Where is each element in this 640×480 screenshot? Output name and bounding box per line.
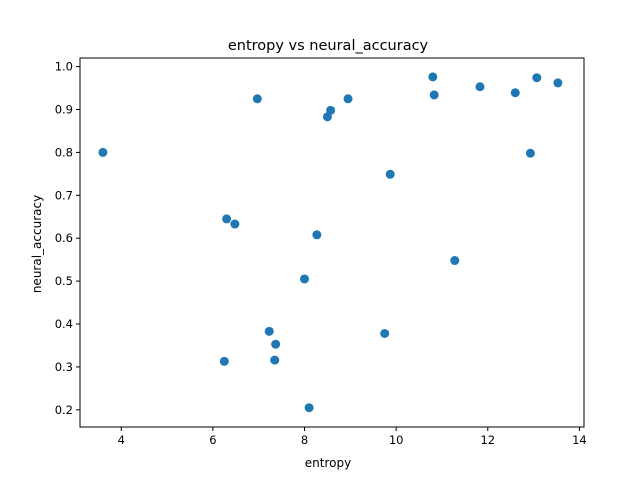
- y-tick-label: 0.7: [55, 188, 73, 202]
- y-tick-label: 0.3: [55, 360, 73, 374]
- data-point: [326, 105, 336, 115]
- x-tick-label: 14: [572, 433, 587, 447]
- data-point: [304, 403, 314, 413]
- data-point: [343, 94, 353, 104]
- x-axis-label: entropy: [305, 456, 351, 470]
- y-tick-label: 0.6: [55, 231, 73, 245]
- x-tick-label: 4: [118, 433, 125, 447]
- data-point: [532, 73, 542, 83]
- data-point: [429, 90, 439, 100]
- data-point: [230, 219, 240, 229]
- data-point: [270, 355, 280, 365]
- y-tick-label: 0.8: [55, 145, 73, 159]
- x-tick-label: 8: [301, 433, 308, 447]
- data-point: [219, 356, 229, 366]
- data-point: [510, 88, 520, 98]
- data-point: [450, 256, 460, 266]
- x-tick-label: 10: [389, 433, 404, 447]
- y-tick-label: 0.2: [55, 403, 73, 417]
- data-point: [428, 72, 438, 82]
- y-tick-label: 0.9: [55, 102, 73, 116]
- data-point: [553, 78, 563, 88]
- data-point: [98, 147, 108, 157]
- data-point: [222, 214, 232, 224]
- y-tick-label: 0.5: [55, 274, 73, 288]
- x-tick-label: 6: [209, 433, 216, 447]
- data-point: [312, 230, 322, 240]
- data-point: [300, 274, 310, 284]
- data-point: [525, 148, 535, 158]
- plot-frame: [79, 57, 585, 428]
- data-point: [271, 339, 281, 349]
- data-points: [98, 72, 563, 413]
- data-point: [385, 169, 395, 179]
- x-tick-label: 12: [480, 433, 495, 447]
- data-point: [380, 328, 390, 338]
- chart-title: entropy vs neural_accuracy: [228, 38, 429, 54]
- y-tick-label: 0.4: [55, 317, 73, 331]
- y-tick-label: 1.0: [55, 60, 73, 74]
- axis-ticks: 4 6 8 10 12 14 0.2 0.3 0.4 0.5 0.6 0.7 0.8 0.9 1.0: [55, 60, 587, 447]
- data-point: [252, 94, 262, 104]
- data-point: [264, 326, 274, 336]
- y-axis-label: neural_accuracy: [30, 195, 44, 293]
- data-point: [475, 82, 485, 92]
